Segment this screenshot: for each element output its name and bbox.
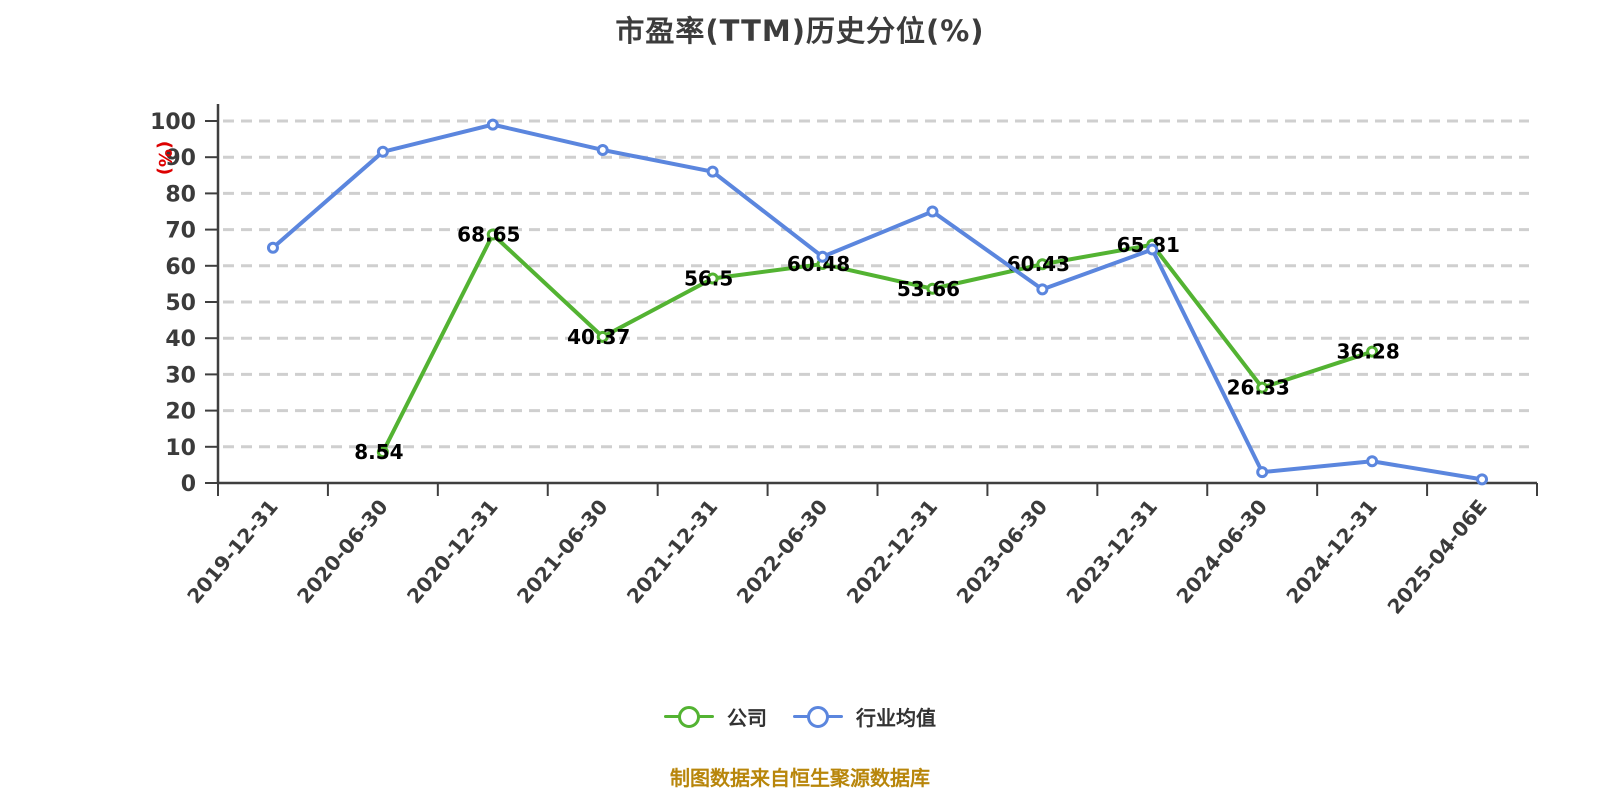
- data-point-industry[interactable]: [1476, 473, 1489, 486]
- x-tick-label: 2020-06-30: [292, 495, 393, 608]
- data-point-company[interactable]: [486, 228, 499, 241]
- data-label: 36.28: [1336, 340, 1399, 364]
- data-point-industry[interactable]: [706, 165, 719, 178]
- data-label: 40.37: [567, 325, 630, 349]
- y-tick-label: 60: [165, 255, 196, 280]
- data-point-company[interactable]: [1366, 345, 1379, 358]
- series-line-industry: [270, 122, 1485, 482]
- legend-item-industry-average[interactable]: 行业均值: [793, 702, 936, 731]
- data-point-company[interactable]: [376, 446, 389, 459]
- data-label: 68.65: [457, 222, 520, 246]
- data-point-industry[interactable]: [1146, 243, 1159, 256]
- x-tick-label: 2022-12-31: [842, 495, 943, 608]
- legend-marker-industry-icon: [793, 704, 843, 730]
- y-tick-label: 90: [165, 146, 196, 171]
- data-point-industry[interactable]: [266, 241, 279, 254]
- x-tick-label: 2024-06-30: [1171, 495, 1272, 608]
- data-label: 8.54: [354, 440, 403, 464]
- x-tick-label: 2020-12-31: [402, 495, 503, 608]
- data-point-company[interactable]: [596, 330, 609, 343]
- chart-title: 市盈率(TTM)历史分位(%): [615, 14, 985, 48]
- data-label: 53.66: [897, 277, 960, 301]
- x-tick-label: 2025-04-06E: [1382, 495, 1491, 619]
- data-label: 26.33: [1227, 376, 1290, 400]
- data-point-industry[interactable]: [486, 118, 499, 131]
- data-point-company[interactable]: [926, 282, 939, 295]
- data-point-industry[interactable]: [1366, 455, 1379, 468]
- y-tick-label: 40: [165, 327, 196, 352]
- x-tick-label: 2023-06-30: [952, 495, 1053, 608]
- y-tick-label: 20: [165, 400, 196, 425]
- y-axis-name: (%): [154, 141, 175, 176]
- series-line-company: [380, 232, 1375, 455]
- x-tick-label: 2019-12-31: [182, 495, 283, 608]
- x-tick-label: 2021-06-30: [512, 495, 613, 608]
- legend-marker-company-icon: [664, 704, 714, 730]
- data-point-industry[interactable]: [1036, 283, 1049, 296]
- data-point-industry[interactable]: [376, 145, 389, 158]
- y-tick-label: 50: [165, 291, 196, 316]
- data-point-company[interactable]: [1256, 381, 1269, 394]
- legend: 公司 行业均值: [0, 702, 1600, 731]
- y-tick-label: 0: [181, 472, 196, 497]
- y-tick-label: 10: [165, 436, 196, 461]
- data-label: 56.5: [684, 266, 733, 290]
- legend-item-company[interactable]: 公司: [664, 702, 767, 731]
- data-point-industry[interactable]: [1256, 466, 1269, 479]
- y-tick-label: 30: [165, 363, 196, 388]
- x-tick-label: 2022-06-30: [732, 495, 833, 608]
- legend-circle-company: [678, 705, 700, 728]
- legend-circle-industry: [807, 705, 829, 728]
- y-tick-label: 70: [165, 219, 196, 244]
- y-tick-label: 80: [165, 182, 196, 207]
- data-point-industry[interactable]: [596, 143, 609, 156]
- legend-label-company: 公司: [727, 706, 767, 730]
- data-source-note: 制图数据来自恒生聚源数据库: [670, 766, 930, 790]
- x-tick-label: 2023-12-31: [1062, 495, 1163, 608]
- x-tick-label: 2021-12-31: [622, 495, 723, 608]
- x-tick-label: 2024-12-31: [1281, 495, 1382, 608]
- data-point-company[interactable]: [706, 272, 719, 285]
- legend-label-industry-average: 行业均值: [856, 706, 936, 730]
- data-point-industry[interactable]: [926, 205, 939, 218]
- y-tick-label: 100: [150, 110, 196, 135]
- data-point-industry[interactable]: [816, 250, 829, 263]
- data-point-company[interactable]: [1036, 258, 1049, 271]
